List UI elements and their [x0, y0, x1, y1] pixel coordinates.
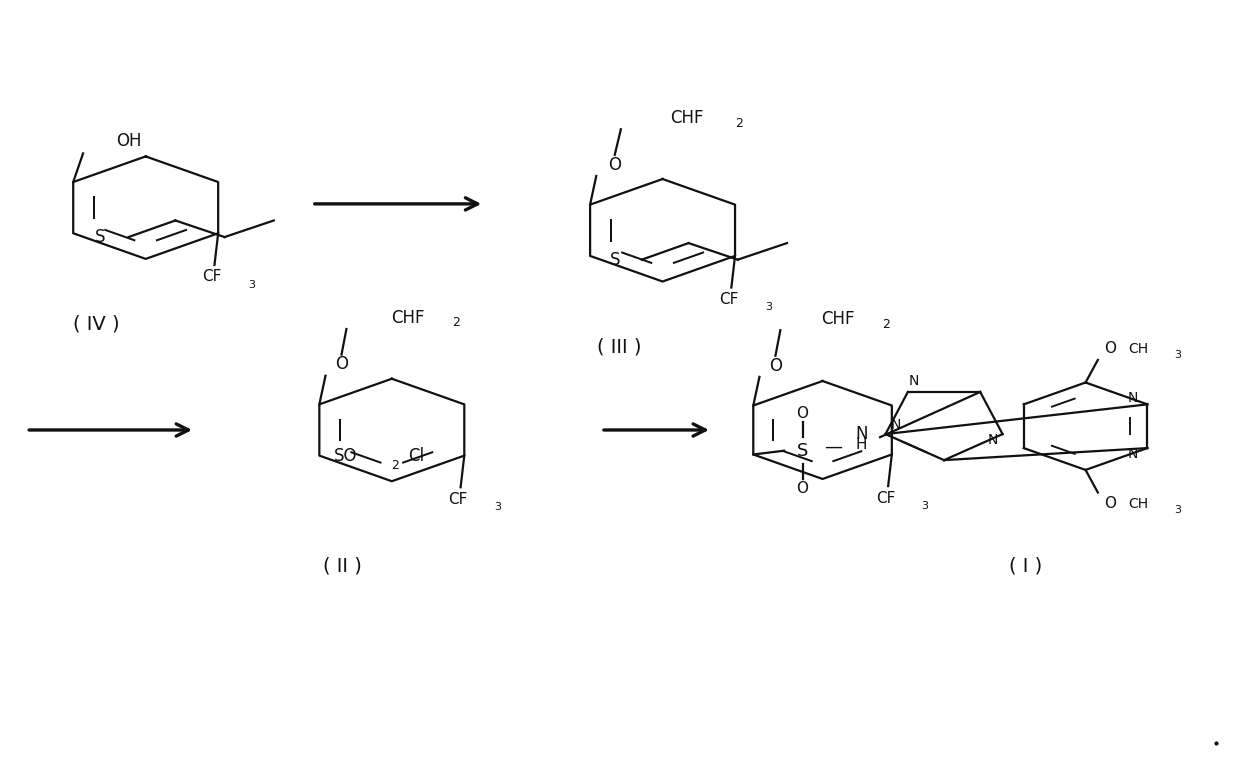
Text: ( I ): ( I ): [1009, 556, 1042, 575]
Text: S: S: [95, 228, 105, 246]
Text: O: O: [608, 155, 621, 174]
Text: 3: 3: [1175, 350, 1181, 360]
Text: 2: 2: [735, 117, 743, 130]
Text: —: —: [824, 438, 843, 456]
Text: 3: 3: [922, 501, 928, 511]
Text: N: N: [855, 425, 867, 443]
Text: SO: SO: [335, 447, 358, 465]
Text: CF: CF: [202, 270, 222, 284]
Text: CHF: CHF: [390, 309, 424, 327]
Text: 2: 2: [882, 319, 891, 331]
Text: O: O: [797, 481, 809, 496]
Text: N: N: [1127, 447, 1137, 461]
Text: 3: 3: [494, 502, 501, 512]
Text: OH: OH: [116, 132, 141, 149]
Text: ( IV ): ( IV ): [73, 315, 120, 334]
Text: ( III ): ( III ): [597, 338, 642, 357]
Text: N: N: [1127, 392, 1137, 405]
Text: CHF: CHF: [821, 310, 855, 328]
Text: S: S: [797, 442, 808, 459]
Text: CF: CF: [449, 491, 468, 507]
Text: O: O: [769, 357, 782, 375]
Text: Cl: Cl: [408, 447, 424, 465]
Text: CF: CF: [876, 491, 896, 506]
Text: N: N: [890, 418, 901, 432]
Text: 3: 3: [1175, 505, 1181, 515]
Text: H: H: [856, 437, 867, 452]
Text: N: N: [909, 373, 919, 388]
Text: O: O: [335, 355, 348, 373]
Text: 2: 2: [390, 459, 399, 472]
Text: CF: CF: [719, 292, 738, 307]
Text: O: O: [1104, 496, 1116, 511]
Text: O: O: [797, 405, 809, 421]
Text: CH: CH: [1129, 497, 1149, 511]
Text: CHF: CHF: [670, 109, 704, 127]
Text: ( II ): ( II ): [323, 556, 362, 575]
Text: O: O: [1104, 341, 1116, 356]
Text: 3: 3: [248, 280, 255, 290]
Text: 3: 3: [764, 303, 772, 312]
Text: 2: 2: [452, 316, 460, 329]
Text: N: N: [987, 433, 997, 447]
Text: S: S: [610, 251, 621, 269]
Text: CH: CH: [1129, 341, 1149, 356]
